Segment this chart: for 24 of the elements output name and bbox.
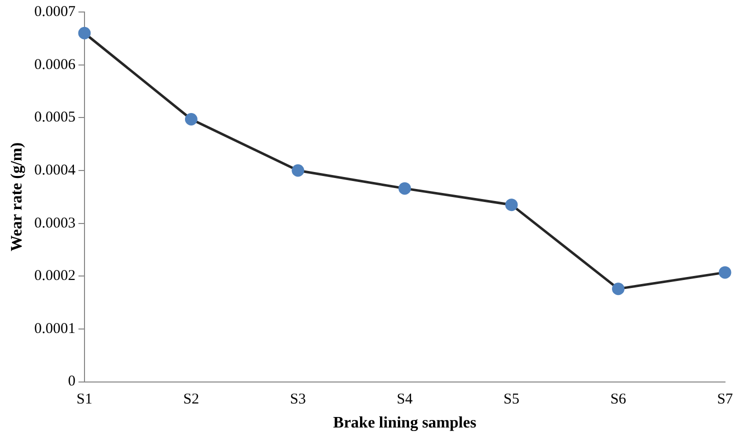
point [78, 26, 91, 40]
point [292, 164, 304, 177]
x-tick-label: S3 [290, 392, 306, 408]
x-tick-label: S6 [610, 392, 627, 408]
point [184, 112, 198, 126]
point [398, 182, 411, 195]
y-tick-label: 0.0004 [34, 162, 76, 178]
y-tick-label: 0.0002 [34, 268, 76, 284]
x-tick-label: S7 [717, 392, 734, 408]
y-tick-label: 0.0001 [34, 320, 76, 337]
y-axis-title: Wear rate (g/m) [8, 142, 26, 252]
x-tick-label: S2 [183, 392, 200, 408]
y-tick-label: 0.0005 [34, 110, 76, 126]
y-tick-label: 0.0006 [34, 56, 76, 73]
y-tick-label: 0.0007 [34, 4, 76, 20]
x-tick-label: S1 [76, 392, 92, 408]
x-tick-label: S5 [504, 392, 520, 408]
point [612, 282, 624, 296]
point [505, 198, 518, 212]
x-axis-title: Brake lining samples [333, 414, 476, 432]
x-tick-label: S4 [396, 392, 414, 408]
y-tick-label: 0 [68, 374, 76, 390]
y-tick-label: 0.0003 [34, 215, 76, 232]
point [718, 266, 732, 279]
